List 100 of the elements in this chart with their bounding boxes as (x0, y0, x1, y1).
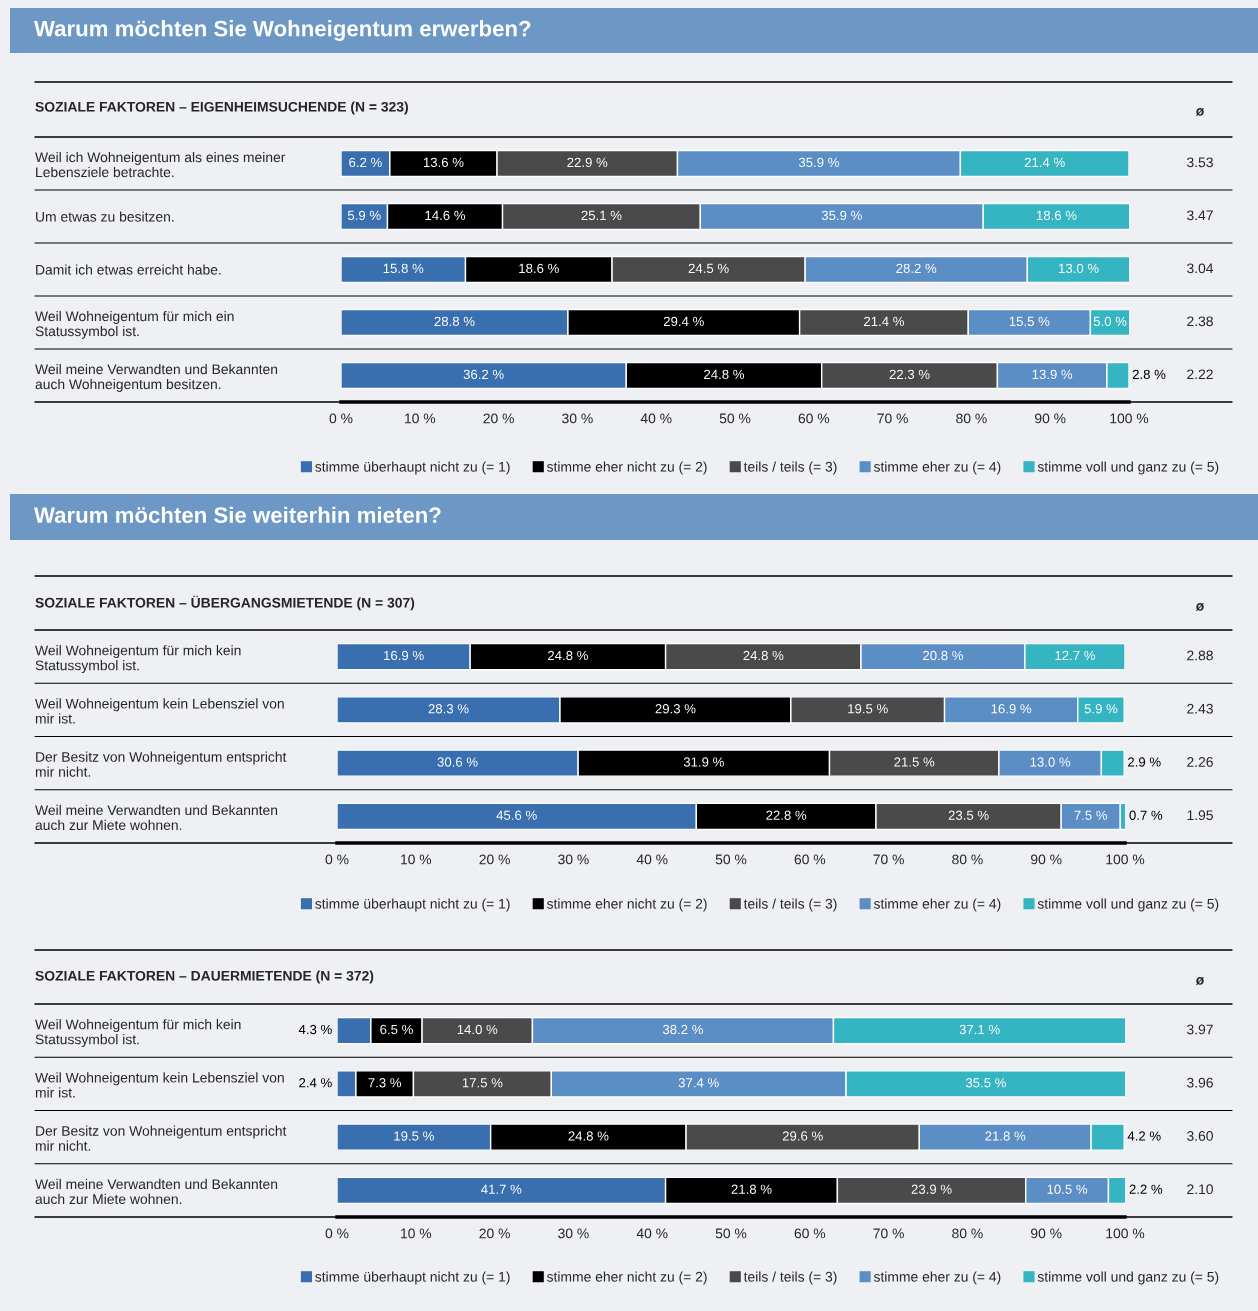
legend-label: stimme eher nicht zu (= 2) (546, 1271, 707, 1285)
x-tick-label: 40 % (636, 854, 668, 865)
y-tick-label: Um etwas zu besitzen. (36, 211, 174, 222)
data-label: 4.2 % (1127, 1131, 1161, 1141)
data-label: 13.6 % (423, 157, 464, 168)
data-label: 7.3 % (368, 1078, 402, 1088)
legend-label: stimme eher nicht zu (= 2) (546, 461, 707, 475)
x-tick-label: 100 % (1110, 413, 1149, 424)
data-label: 35.9 % (821, 210, 862, 221)
legend-label: teils / teils (= 3) (743, 898, 837, 912)
data-label: 2.8 % (1132, 369, 1166, 380)
text: 3.60 (1187, 1131, 1213, 1141)
x-tick-label: 50 % (715, 1228, 747, 1239)
x-tick-label: 0 % (325, 854, 349, 865)
x-tick-label: 80 % (956, 413, 987, 424)
data-label: 18.6 % (519, 263, 559, 274)
data-label: 24.8 % (743, 650, 784, 661)
x-tick-label: 100 % (1106, 854, 1145, 865)
data-label: 23.9 % (911, 1184, 952, 1194)
legend-label: stimme voll und ganz zu (= 5) (1037, 461, 1219, 475)
x-tick-label: 60 % (798, 413, 830, 424)
text: 2.38 (1187, 316, 1213, 327)
x-tick-label: 70 % (873, 1228, 904, 1239)
data-label: 2.4 % (299, 1078, 332, 1088)
x-tick-label: 40 % (636, 1228, 668, 1239)
x-tick-label: 100 % (1106, 1228, 1145, 1239)
data-label: 19.5 % (848, 704, 888, 714)
legend-label: stimme überhaupt nicht zu (= 1) (315, 1271, 510, 1285)
text: 3.96 (1187, 1077, 1213, 1088)
data-label: 16.9 % (991, 704, 1032, 714)
data-label: 21.4 % (1024, 157, 1065, 167)
x-tick-label: 10 % (401, 1228, 432, 1239)
data-label: 25.1 % (581, 210, 622, 221)
data-label: 24.8 % (568, 1131, 609, 1141)
data-label: 10.5 % (1047, 1184, 1088, 1194)
data-label: 21.4 % (864, 316, 904, 326)
data-label: 29.6 % (782, 1131, 823, 1141)
data-label: 13.0 % (1030, 757, 1071, 767)
text: 2.10 (1187, 1184, 1213, 1195)
text: SOZIALE FAKTOREN – ÜBERGANGSMIETENDE (N = 307) (35, 595, 415, 611)
data-label: 28.8 % (434, 316, 475, 327)
legend-label: stimme eher zu (= 4) (873, 461, 1001, 475)
data-label: 2.9 % (1128, 757, 1161, 767)
x-tick-label: 50 % (715, 854, 747, 865)
y-tick-label: Weil Wohneigentum für mich ein Statussymbol ist. (35, 310, 234, 339)
x-tick-label: 60 % (794, 1228, 826, 1239)
data-label: 4.3 % (298, 1024, 332, 1035)
x-tick-label: 70 % (873, 854, 904, 865)
legend-label: stimme überhaupt nicht zu (= 1) (315, 898, 510, 912)
data-label: 7.5 % (1074, 810, 1108, 820)
x-tick-label: 0 % (329, 413, 353, 424)
data-label: 2.2 % (1129, 1184, 1163, 1194)
text: SOZIALE FAKTOREN – EIGENHEIMSUCHENDE (N = 323) (35, 101, 408, 115)
text: 2.26 (1187, 757, 1213, 767)
text: 1.95 (1187, 810, 1213, 821)
data-label: 41.7 % (481, 1184, 522, 1194)
legend-label: stimme voll und ganz zu (= 5) (1037, 898, 1219, 912)
data-label: 22.8 % (766, 810, 807, 820)
data-label: 29.3 % (655, 704, 696, 714)
text: 3.04 (1187, 263, 1214, 274)
y-tick-label: Der Besitz von Wohneigentum entspricht mir nicht. (35, 1125, 287, 1151)
text: 3.47 (1187, 210, 1213, 221)
y-tick-label: Weil Wohneigentum kein Lebensziel von mir ist. (35, 698, 284, 724)
data-label: 13.0 % (1059, 263, 1099, 274)
text: 2.88 (1187, 650, 1213, 661)
data-label: 18.6 % (1036, 210, 1077, 221)
data-label: 6.5 % (380, 1024, 413, 1035)
data-label: 36.2 % (463, 369, 504, 380)
x-tick-label: 50 % (719, 413, 751, 424)
y-tick-label: Weil Wohneigentum für mich kein Statussymbol ist. (35, 1019, 241, 1048)
data-label: 5.9 % (1084, 704, 1118, 714)
data-label: 20.8 % (923, 650, 964, 661)
data-label: 29.4 % (663, 316, 704, 327)
data-label: 6.2 % (349, 157, 382, 168)
data-label: 21.8 % (731, 1184, 772, 1194)
data-label: 13.9 % (1032, 369, 1073, 380)
x-tick-label: 20 % (483, 413, 514, 424)
legend-label: stimme eher nicht zu (= 2) (546, 898, 707, 912)
text: SOZIALE FAKTOREN – DAUERMIETENDE (N = 372) (35, 970, 374, 984)
x-tick-label: 40 % (640, 413, 672, 424)
x-tick-label: 30 % (558, 854, 589, 865)
data-label: 14.0 % (457, 1024, 498, 1035)
data-label: 45.6 % (496, 810, 537, 820)
data-label: 16.9 % (384, 650, 424, 661)
data-label: 31.9 % (683, 757, 724, 767)
text: ø (1195, 107, 1205, 116)
x-tick-label: 80 % (952, 1228, 983, 1239)
data-label: 21.8 % (985, 1131, 1026, 1141)
data-label: 24.5 % (688, 263, 729, 274)
data-label: 12.7 % (1055, 650, 1096, 661)
legend-label: teils / teils (= 3) (743, 1271, 837, 1285)
data-label: 22.3 % (889, 369, 930, 380)
data-label: 37.1 % (959, 1024, 1000, 1035)
x-tick-label: 10 % (401, 854, 432, 865)
data-label: 35.5 % (965, 1078, 1006, 1088)
data-label: 15.5 % (1009, 316, 1050, 327)
legend-label: stimme überhaupt nicht zu (= 1) (315, 461, 510, 475)
text: 3.53 (1187, 157, 1213, 168)
legend-label: stimme eher zu (= 4) (873, 1271, 1001, 1285)
data-label: 35.9 % (798, 157, 839, 168)
